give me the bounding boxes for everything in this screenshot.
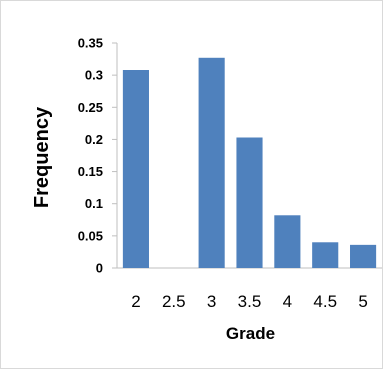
x-tick-label: 4.5 [313,292,337,311]
x-tick-label: 3.5 [238,292,262,311]
y-tick-label: 0.2 [85,132,103,147]
bar-3-5 [236,137,263,268]
bars [122,57,377,269]
y-tick-label: 0.3 [85,68,103,83]
y-tick-label: 0.35 [78,36,103,51]
x-tick-label: 2 [131,292,140,311]
bar-4 [274,215,301,268]
x-tick-label: 4 [283,292,292,311]
y-tick-label: 0.15 [78,164,103,179]
bar-3 [198,57,225,269]
x-tick-label: 2.5 [162,292,186,311]
bar-2 [122,70,149,268]
x-tick-label: 3 [207,292,216,311]
y-tick-label: 0.05 [78,228,103,243]
bar-5 [350,244,377,268]
y-tick-label: 0.25 [78,100,103,115]
y-tick-label: 0 [96,261,103,276]
x-tick-label: 5 [358,292,367,311]
x-axis-title: Grade [226,324,275,343]
y-axis: 0 0.05 0.1 0.15 0.2 0.25 0.3 0.35 [78,36,118,276]
x-tick-labels: 2 2.5 3 3.5 4 4.5 5 [131,292,368,311]
bar-4-5 [312,242,339,268]
y-tick-label: 0.1 [85,196,103,211]
y-axis-title: Frequency [31,106,53,208]
